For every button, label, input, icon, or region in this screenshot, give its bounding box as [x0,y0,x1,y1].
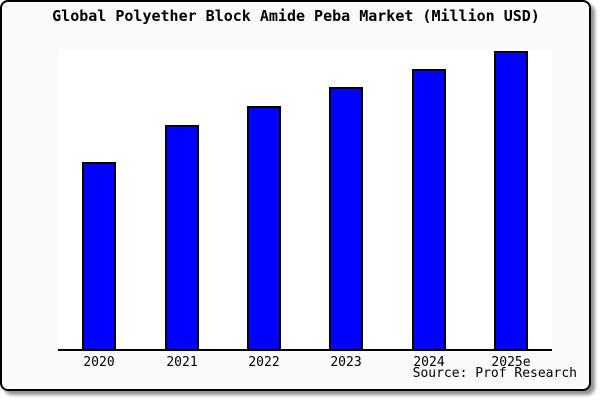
x-axis-labels: 2020 2021 2022 2023 2024 2025e [58,355,552,371]
bar-2022 [247,106,281,351]
x-tick-label-2025e: 2025e [491,355,531,370]
x-tick-label-2023: 2023 [330,355,362,370]
bar-2024 [412,69,446,351]
x-tick-label-2024: 2024 [413,355,445,370]
source-text: Source: Prof Research [412,366,577,381]
plot-area [58,49,552,351]
x-tick-label-2020: 2020 [83,355,115,370]
chart-title: Global Polyether Block Amide Peba Market… [52,7,540,25]
bar-2025e [494,51,528,351]
bar-2021 [165,125,199,351]
bar-2020 [82,162,116,351]
x-axis-line [58,349,552,351]
x-tick-label-2022: 2022 [248,355,280,370]
x-tick-label-2021: 2021 [166,355,198,370]
bar-2023 [329,87,363,351]
